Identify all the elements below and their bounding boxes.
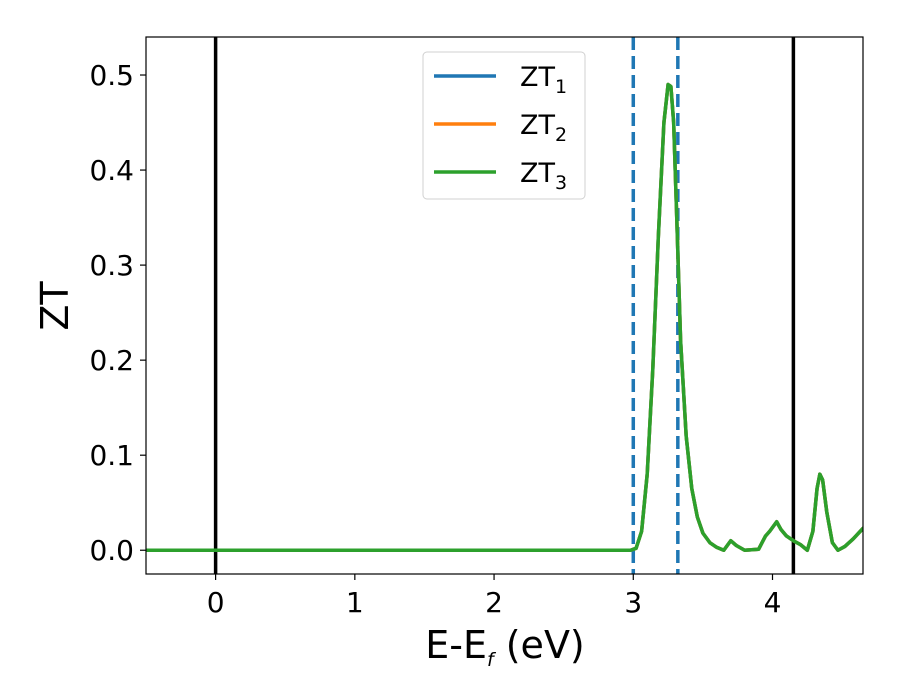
x-axis-label: E-Ef (eV) [425, 623, 585, 671]
y-tick-label: 0.3 [89, 249, 134, 282]
legend-box [422, 51, 586, 200]
legend-entries: ZT1 ZT2 ZT3 [434, 62, 567, 194]
legend-label-1: ZT1 [520, 62, 567, 98]
y-tick-label: 0.5 [89, 59, 134, 92]
y-tick-label: 0.1 [89, 439, 134, 472]
x-tick-label: 4 [764, 586, 782, 619]
series-lines [146, 82, 863, 552]
legend-label-2: ZT2 [520, 110, 567, 146]
x-axis-ticks: 0 1 2 3 4 [207, 574, 782, 619]
x-tick-label: 1 [346, 586, 364, 619]
y-axis-label: ZT [33, 281, 77, 331]
plot-frame [145, 36, 864, 575]
y-tick-label: 0.4 [89, 154, 134, 187]
x-tick-label: 0 [207, 586, 225, 619]
x-tick-label: 2 [485, 586, 503, 619]
y-tick-label: 0.0 [89, 534, 134, 567]
y-tick-label: 0.2 [89, 344, 134, 377]
legend-label-3: ZT3 [520, 158, 567, 194]
y-axis-ticks: 0.0 0.1 0.2 0.3 0.4 0.5 [89, 59, 146, 567]
legend: ZT1 ZT2 ZT3 [422, 51, 586, 200]
x-tick-label: 3 [624, 586, 642, 619]
series-line-3 [146, 82, 863, 552]
